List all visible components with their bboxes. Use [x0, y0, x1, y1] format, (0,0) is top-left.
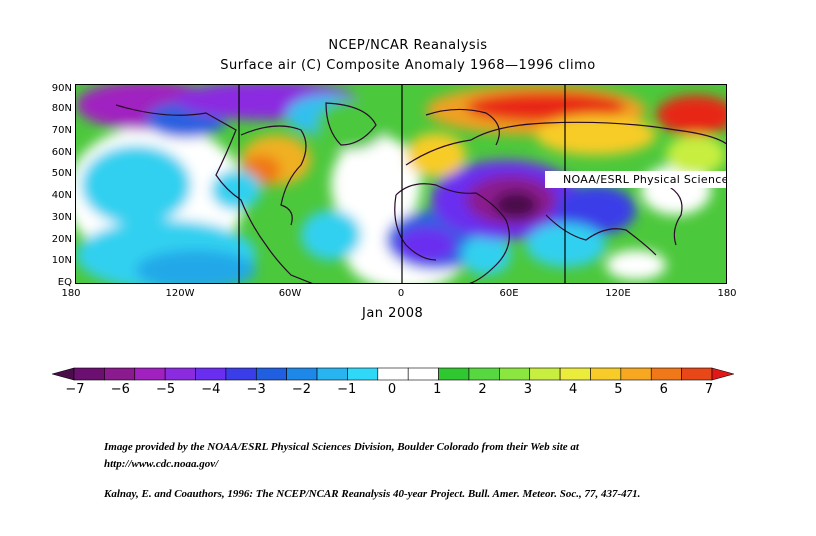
date-label: Jan 2008: [362, 306, 424, 321]
lat-label-50n: 50N: [51, 168, 72, 179]
title-line-1: NCEP/NCAR Reanalysis: [328, 38, 488, 53]
colorbar-swatch: [620, 367, 652, 381]
colorbar-tick-label: 0: [387, 382, 397, 397]
colorbar-swatch: [650, 367, 682, 381]
anomaly-map: NOAA/ESRL Physical Sciences Division: [75, 84, 727, 284]
colorbar-swatch: [407, 367, 439, 381]
colorbar-tick-label: −5: [155, 382, 176, 397]
colorbar-right-arrow: [711, 367, 734, 381]
colorbar-swatch: [255, 367, 287, 381]
colorbar-swatch: [529, 367, 561, 381]
lat-label-60n: 60N: [51, 147, 72, 158]
colorbar-swatch: [73, 367, 105, 381]
colorbar-tick-label: 4: [569, 382, 578, 397]
colorbar-swatch: [286, 367, 318, 381]
lon-label-120e: 120E: [605, 288, 631, 299]
lat-label-70n: 70N: [51, 125, 72, 136]
lat-label-20n: 20N: [51, 234, 72, 245]
colorbar-swatch: [559, 367, 591, 381]
colorbar-tick-label: 1: [433, 382, 442, 397]
lat-label-eq: EQ: [57, 277, 72, 288]
lon-label-60e: 60E: [499, 288, 519, 299]
map-credit-label: NOAA/ESRL Physical Sciences Division: [545, 171, 726, 188]
lon-label-180w: 180: [61, 288, 81, 299]
lon-label-120w: 120W: [165, 288, 195, 299]
colorbar-swatch: [225, 367, 257, 381]
colorbar: [52, 367, 734, 381]
colorbar-swatch: [347, 367, 379, 381]
colorbar-swatch: [316, 367, 348, 381]
lat-label-40n: 40N: [51, 190, 72, 201]
colorbar-left-arrow: [52, 367, 75, 381]
colorbar-tick-label: 5: [614, 382, 623, 397]
lon-label-0: 0: [397, 288, 405, 299]
colorbar-tick-label: 6: [659, 382, 668, 397]
colorbar-swatch: [164, 367, 196, 381]
footer-citation: Kalnay, E. and Coauthors, 1996: The NCEP…: [104, 488, 641, 500]
colorbar-tick-label: −7: [65, 382, 85, 397]
colorbar-swatch: [134, 367, 166, 381]
colorbar-tick-label: −4: [201, 382, 221, 397]
colorbar-swatch: [468, 367, 500, 381]
footer-url: http://www.cdc.noaa.gov/: [104, 458, 219, 470]
lat-label-90n: 90N: [51, 83, 72, 94]
colorbar-tick-label: 2: [478, 382, 487, 397]
colorbar-tick-label: 3: [523, 382, 532, 397]
colorbar-tick-label: −6: [110, 382, 130, 397]
lat-label-80n: 80N: [51, 103, 72, 114]
lon-label-60w: 60W: [278, 288, 302, 299]
colorbar-swatch: [104, 367, 136, 381]
title-line-2: Surface air (C) Composite Anomaly 1968—1…: [220, 58, 596, 73]
colorbar-swatch: [590, 367, 622, 381]
anomaly-map-field: [76, 85, 726, 283]
footer-credit-line: Image provided by the NOAA/ESRL Physical…: [104, 441, 579, 453]
colorbar-swatch: [377, 367, 409, 381]
lat-label-30n: 30N: [51, 212, 72, 223]
colorbar-swatch: [438, 367, 470, 381]
colorbar-tick-label: 7: [704, 382, 714, 397]
colorbar-tick-label: −3: [246, 382, 266, 397]
colorbar-swatch: [195, 367, 227, 381]
colorbar-swatch: [681, 367, 713, 381]
colorbar-tick-label: −2: [291, 382, 311, 397]
lon-label-180e: 180: [717, 288, 737, 299]
colorbar-swatch: [499, 367, 531, 381]
lat-label-10n: 10N: [51, 255, 72, 266]
colorbar-tick-label: −1: [337, 382, 357, 397]
